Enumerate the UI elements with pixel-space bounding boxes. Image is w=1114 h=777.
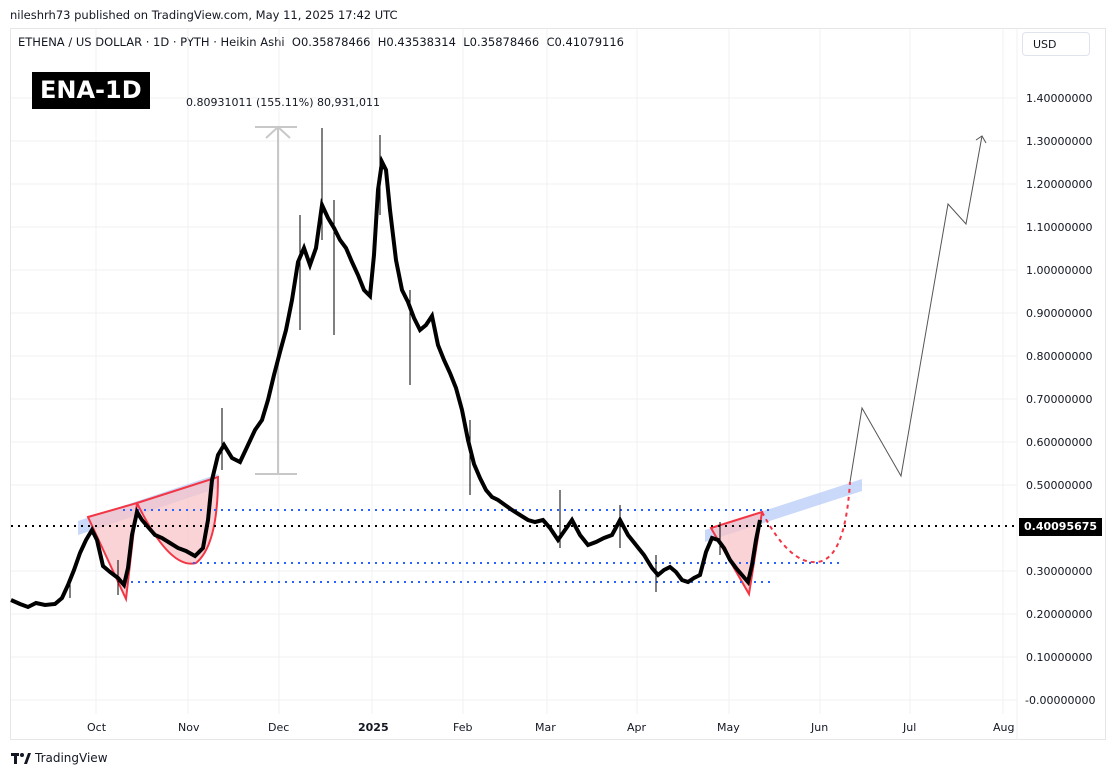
time-tick: Apr xyxy=(627,721,647,734)
price-tick: 0.80000000 xyxy=(1026,350,1093,363)
current-price-label: 0.40095675 xyxy=(1019,518,1103,536)
projection-cup xyxy=(761,481,851,564)
chart-frame[interactable] xyxy=(10,28,1106,740)
time-tick: Nov xyxy=(178,721,200,734)
price-tick: 0.70000000 xyxy=(1026,393,1093,406)
measure-arrow xyxy=(255,125,297,475)
tradingview-logo-icon xyxy=(11,752,31,764)
time-tick: Jun xyxy=(811,721,829,734)
tradingview-brand: TradingView xyxy=(35,751,108,765)
price-tick: 1.10000000 xyxy=(1026,221,1093,234)
tradingview-footer[interactable]: TradingView xyxy=(11,751,108,765)
time-tick: Oct xyxy=(87,721,107,734)
price-tick: 0.20000000 xyxy=(1026,608,1093,621)
time-tick: Dec xyxy=(268,721,290,734)
price-tick: 0.10000000 xyxy=(1026,651,1093,664)
price-tick: 0.30000000 xyxy=(1026,565,1093,578)
projection-arrowhead xyxy=(975,135,987,144)
price-tick: 0.50000000 xyxy=(1026,479,1093,492)
price-candles xyxy=(10,128,762,610)
price-tick: -0.00000000 xyxy=(1025,694,1096,707)
currency-button[interactable]: USD xyxy=(1022,32,1090,56)
published-info: nileshrh73 published on TradingView.com,… xyxy=(10,8,398,22)
price-tick: 0.90000000 xyxy=(1026,307,1093,320)
pattern-left xyxy=(86,475,220,603)
measure-label: 0.80931011 (155.11%) 80,931,011 xyxy=(186,96,380,109)
chart-title-badge: ENA-1D xyxy=(32,72,150,109)
grid xyxy=(11,29,1018,740)
time-tick: May xyxy=(717,721,740,734)
price-tick: 1.20000000 xyxy=(1026,178,1093,191)
price-tick: 1.40000000 xyxy=(1026,92,1093,105)
time-tick: Mar xyxy=(535,721,556,734)
time-tick: Jul xyxy=(903,721,917,734)
price-tick: 0.60000000 xyxy=(1026,436,1093,449)
time-tick: 2025 xyxy=(358,721,389,734)
time-tick: Feb xyxy=(453,721,473,734)
price-tick: 1.30000000 xyxy=(1026,135,1093,148)
price-tick: 1.00000000 xyxy=(1026,264,1093,277)
projection-path xyxy=(849,135,983,483)
time-tick: Aug xyxy=(993,721,1015,734)
